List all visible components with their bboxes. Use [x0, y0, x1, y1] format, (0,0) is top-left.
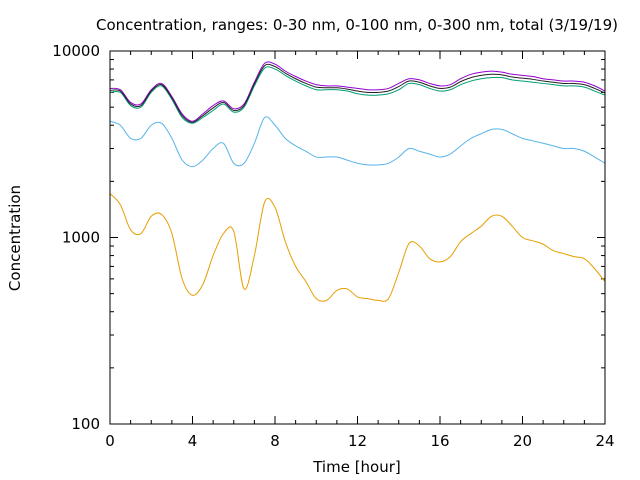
series-line-5	[109, 63, 606, 123]
x-tick-label: 12	[348, 432, 367, 450]
x-tick-label: 0	[105, 432, 115, 450]
series-line-1	[109, 193, 606, 302]
x-tick-label: 8	[270, 432, 280, 450]
y-axis-label: Concentration	[6, 185, 24, 291]
series-group	[109, 61, 606, 302]
series-line-2	[109, 116, 606, 168]
x-tick-label: 4	[188, 432, 198, 450]
x-axis-label: Time [hour]	[312, 458, 401, 476]
x-tick-label: 20	[513, 432, 532, 450]
x-tick-label: 24	[595, 432, 614, 450]
y-tick-label: 100	[71, 415, 100, 433]
chart-title: Concentration, ranges: 0-30 nm, 0-100 nm…	[96, 16, 618, 34]
series-line-3	[109, 66, 606, 124]
y-tick-label: 1000	[62, 229, 100, 247]
series-line-4	[109, 61, 606, 122]
axis-ticks: 0 4 8 12 16 20 24 100 1000 10000	[52, 42, 614, 450]
plot-frame	[109, 50, 606, 425]
x-tick-label: 16	[430, 432, 449, 450]
y-tick-label: 10000	[52, 42, 100, 60]
